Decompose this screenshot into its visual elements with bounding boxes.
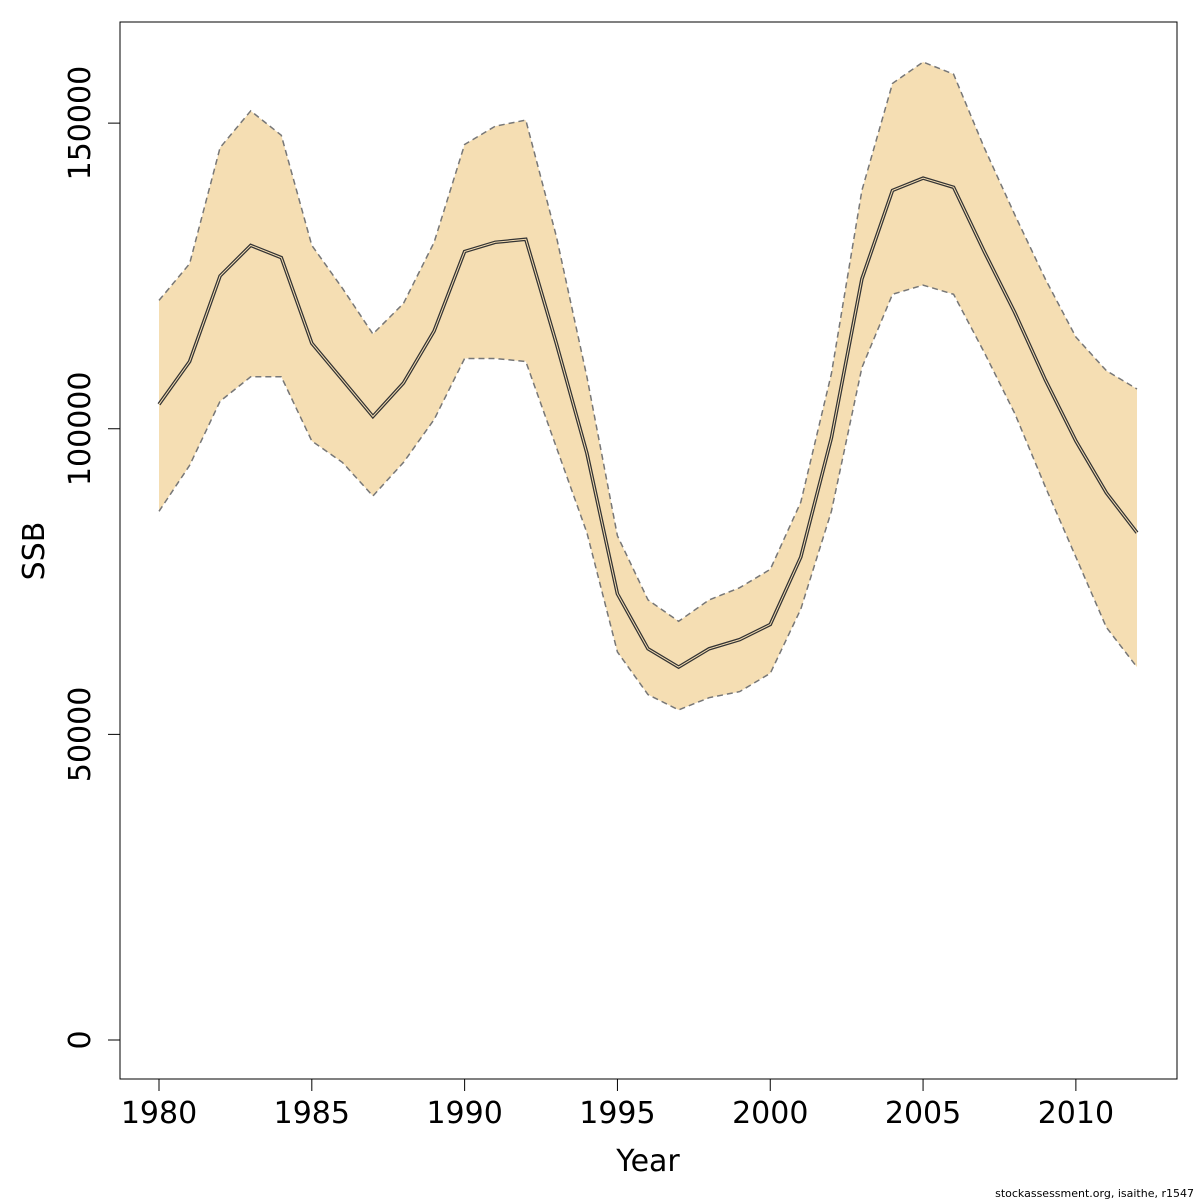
x-tick-label: 2010 [1038,1096,1114,1131]
x-tick-label: 1985 [274,1096,350,1131]
y-tick-label: 50000 [63,687,98,782]
y-tick-label: 150000 [63,66,98,181]
y-axis-title: SSB [17,522,52,581]
x-tick-label: 2005 [885,1096,961,1131]
x-axis: 1980 1985 1990 1995 2000 2005 2010 [121,1078,1114,1131]
x-tick-label: 2000 [732,1096,808,1131]
lower-bound-line [158,284,1138,711]
x-tick-label: 1990 [426,1096,502,1131]
x-axis-title: Year [615,1144,680,1179]
y-axis: 0 50000 100000 150000 [63,66,121,1050]
upper-bound-line [158,61,1138,623]
footer-credit: stockassessment.org, isaithe, r1547 [995,1187,1194,1200]
x-tick-label: 1995 [579,1096,655,1131]
y-tick-label: 0 [63,1030,98,1049]
y-tick-label: 100000 [63,372,98,487]
x-tick-label: 1980 [121,1096,197,1131]
estimate-line [158,177,1138,668]
confidence-band [159,62,1137,710]
